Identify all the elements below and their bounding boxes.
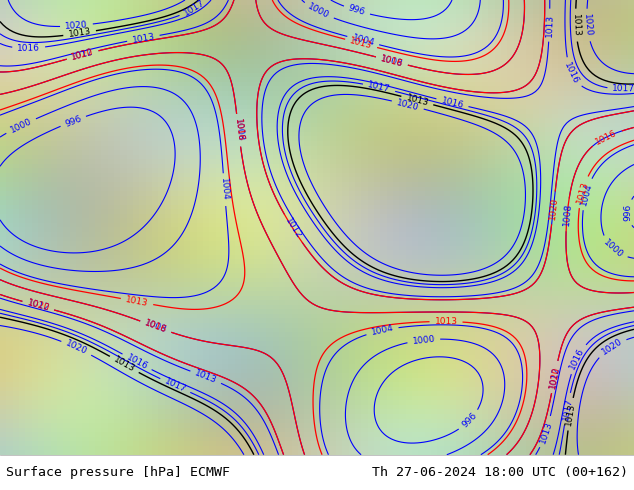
Text: 1012: 1012 [283,217,303,241]
Text: Th 27-06-2024 18:00 UTC (00+162): Th 27-06-2024 18:00 UTC (00+162) [372,466,628,479]
Text: 1016: 1016 [440,96,465,110]
Text: 1020: 1020 [26,298,51,313]
Text: 1004: 1004 [370,324,394,337]
Text: 996: 996 [460,411,479,430]
Text: 1016: 1016 [233,118,244,142]
Text: 1008: 1008 [380,54,404,68]
Text: 1013: 1013 [538,419,553,444]
Text: 1013: 1013 [575,180,590,204]
Text: 1016: 1016 [380,54,404,68]
Text: 1000: 1000 [9,117,33,135]
Text: 996: 996 [63,114,83,128]
Text: 1000: 1000 [602,238,625,260]
Text: 1013: 1013 [545,14,554,37]
Text: 1013: 1013 [193,368,218,386]
Text: 1008: 1008 [233,118,244,142]
Text: 1012: 1012 [26,298,51,313]
Text: 1016: 1016 [594,128,619,147]
Text: 1012: 1012 [548,365,561,389]
Text: 1020: 1020 [64,339,89,357]
Text: 1013: 1013 [434,317,458,326]
Text: 1013: 1013 [68,27,92,39]
Text: 1013: 1013 [112,355,136,374]
Text: 1013: 1013 [125,295,149,308]
Text: 1004: 1004 [351,33,375,48]
Text: 1017: 1017 [163,377,188,394]
Text: 1016: 1016 [568,346,586,371]
Text: 1020: 1020 [548,196,559,220]
Text: 1016: 1016 [143,318,168,335]
Text: 1016: 1016 [125,353,149,371]
Text: 1020: 1020 [70,48,95,62]
Text: 1016: 1016 [562,61,581,85]
Text: 1004: 1004 [219,178,230,201]
Text: 1020: 1020 [548,365,561,389]
Text: 1013: 1013 [564,402,576,426]
Text: 1013: 1013 [349,36,373,50]
Text: 996: 996 [347,4,366,17]
Text: 996: 996 [623,204,633,221]
Text: 1017: 1017 [367,80,391,95]
Text: 1008: 1008 [562,203,573,227]
Text: 1013: 1013 [571,13,581,37]
Text: 1020: 1020 [582,13,593,37]
Text: 1004: 1004 [579,182,593,206]
Text: 1020: 1020 [600,337,624,357]
Text: 1008: 1008 [143,318,168,335]
Text: 1000: 1000 [306,2,331,21]
Text: 1000: 1000 [412,334,436,346]
Text: Surface pressure [hPa] ECMWF: Surface pressure [hPa] ECMWF [6,466,230,479]
Text: 1012: 1012 [70,48,95,62]
Text: 1013: 1013 [405,93,430,108]
Text: 1013: 1013 [131,32,155,45]
Text: 1017: 1017 [612,84,634,94]
Text: 1017: 1017 [560,397,574,421]
Text: 1020: 1020 [396,98,420,112]
Text: 1020: 1020 [65,20,88,31]
Text: 1016: 1016 [17,44,40,53]
Text: 1017: 1017 [182,0,207,18]
